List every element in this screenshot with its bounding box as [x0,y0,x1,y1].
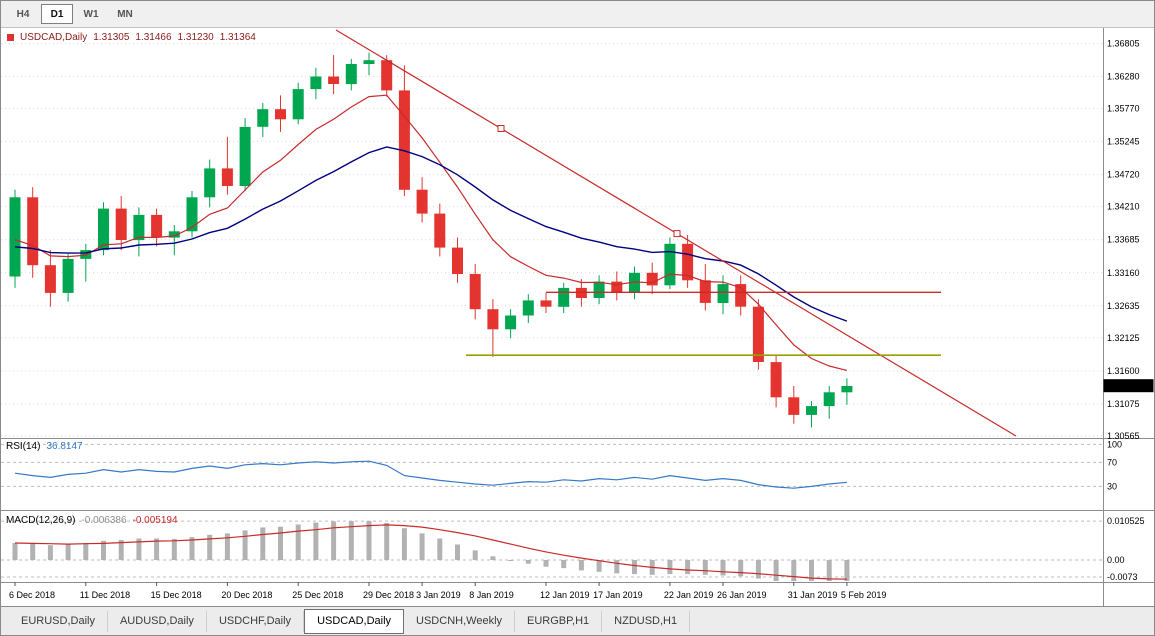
timeframe-button-MN[interactable]: MN [117,8,133,20]
svg-text:-0.0073: -0.0073 [1107,572,1138,582]
tab-USDCHF-Daily[interactable]: USDCHF,Daily [207,610,305,632]
candles-layer [9,52,853,428]
svg-text:0.00: 0.00 [1107,555,1125,565]
svg-text:25 Dec 2018: 25 Dec 2018 [292,590,343,600]
tab-EURGBP-H1[interactable]: EURGBP,H1 [515,610,603,632]
svg-text:1.36280: 1.36280 [1107,72,1140,82]
timeframe-toolbar: H4 D1 W1 MN [1,1,1154,28]
timeframe-button-W1[interactable]: W1 [83,8,99,20]
tab-AUDUSD-Daily[interactable]: AUDUSD,Daily [108,610,207,632]
svg-text:20 Dec 2018: 20 Dec 2018 [221,590,272,600]
timeframe-buttons: H4 D1 W1 MN [7,4,141,24]
svg-text:3 Jan 2019: 3 Jan 2019 [416,590,461,600]
svg-text:1.34210: 1.34210 [1107,202,1140,212]
svg-text:12 Jan 2019: 12 Jan 2019 [540,590,590,600]
svg-text:70: 70 [1107,457,1117,467]
svg-text:0.010525: 0.010525 [1107,516,1145,526]
svg-text:5 Feb 2019: 5 Feb 2019 [841,590,887,600]
timeframe-button-D1[interactable]: D1 [41,4,73,24]
svg-text:6 Dec 2018: 6 Dec 2018 [9,590,55,600]
svg-text:1.35770: 1.35770 [1107,104,1140,114]
chart-area[interactable]: 100 70 30 0.010525 0.00 -0.0073 1.36805 1.362… [1,28,1154,607]
svg-text:1.30565: 1.30565 [1107,431,1140,441]
svg-text:1.36805: 1.36805 [1107,39,1140,49]
svg-text:29 Dec 2018: 29 Dec 2018 [363,590,414,600]
rsi-panel: 100 70 30 [1,439,1122,491]
svg-text:1.34720: 1.34720 [1107,170,1140,180]
moving-averages-layer [14,94,848,371]
svg-text:11 Dec 2018: 11 Dec 2018 [80,590,130,600]
timeframe-button-H4[interactable]: H4 [16,8,30,20]
tab-USDCNH-Weekly[interactable]: USDCNH,Weekly [404,610,516,632]
chart-tabs-bar: EURUSD,Daily AUDUSD,Daily USDCHF,Daily USDC… [1,607,1154,635]
svg-text:26 Jan 2019: 26 Jan 2019 [717,590,767,600]
svg-text:17 Jan 2019: 17 Jan 2019 [593,590,643,600]
svg-text:1.31600: 1.31600 [1107,366,1140,376]
svg-text:22 Jan 2019: 22 Jan 2019 [664,590,714,600]
svg-text:1.31364: 1.31364 [1107,381,1140,391]
tab-USDCAD-Daily[interactable]: USDCAD,Daily [304,608,405,634]
chart-svg[interactable]: 100 70 30 0.010525 0.00 -0.0073 1.36805 1.362… [1,28,1154,606]
tab-NZDUSD-H1[interactable]: NZDUSD,H1 [602,610,691,632]
drawing-objects-layer[interactable] [335,29,1017,437]
svg-text:8 Jan 2019: 8 Jan 2019 [469,590,514,600]
svg-text:1.32125: 1.32125 [1107,333,1140,343]
tab-EURUSD-Daily[interactable]: EURUSD,Daily [9,610,108,632]
svg-text:31 Jan 2019: 31 Jan 2019 [788,590,838,600]
svg-text:1.33685: 1.33685 [1107,235,1140,245]
date-axis[interactable]: 6 Dec 2018 11 Dec 2018 15 Dec 2018 20 Dec 2… [9,582,886,600]
svg-text:1.33160: 1.33160 [1107,268,1140,278]
svg-text:1.31075: 1.31075 [1107,399,1140,409]
price-axis[interactable]: 1.36805 1.36280 1.35770 1.35245 1.34720 1.342… [1103,39,1154,442]
svg-text:100: 100 [1107,439,1122,449]
svg-text:1.35245: 1.35245 [1107,137,1140,147]
grid-layer [1,28,1154,606]
svg-text:15 Dec 2018: 15 Dec 2018 [151,590,202,600]
svg-text:1.32635: 1.32635 [1107,301,1140,311]
svg-text:30: 30 [1107,481,1117,491]
macd-panel: 0.010525 0.00 -0.0073 [1,516,1145,582]
